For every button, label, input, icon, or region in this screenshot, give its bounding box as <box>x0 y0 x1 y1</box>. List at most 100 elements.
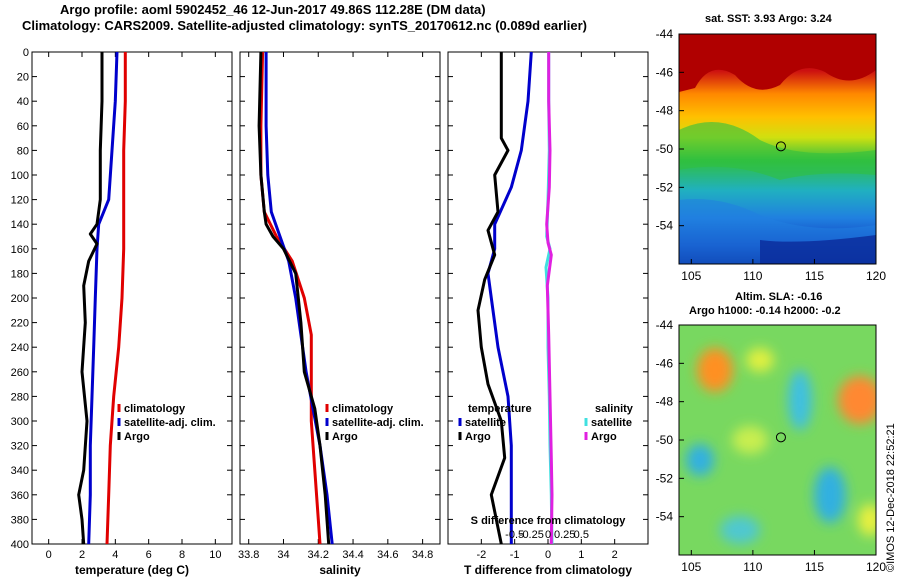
depth-tick-label: 400 <box>11 539 29 551</box>
map-x-tick-label: 105 <box>681 269 701 283</box>
depth-tick-label: 300 <box>11 416 29 428</box>
x-axis-label: temperature (deg C) <box>75 563 189 577</box>
sla-title: Altim. SLA: -0.16 <box>735 291 823 303</box>
map-x-tick-label: 110 <box>743 560 762 574</box>
depth-tick-label: 220 <box>11 318 29 330</box>
depth-tick-label: 280 <box>11 391 29 403</box>
map-y-tick-label: -50 <box>656 433 674 447</box>
x-tick-label: 34.6 <box>377 549 398 561</box>
series-line-argo <box>257 51 331 545</box>
depth-tick-label: 180 <box>11 268 29 280</box>
series-line-satellite-adj-clim- <box>87 51 119 545</box>
figure-title-line2: Climatology: CARS2009. Satellite-adjuste… <box>22 18 587 33</box>
depth-tick-label: 40 <box>17 96 29 108</box>
map-x-tick-label: 120 <box>866 560 886 574</box>
map-x-tick-label: 115 <box>805 269 824 283</box>
map-y-tick-label: -54 <box>656 510 674 524</box>
depth-tick-label: 320 <box>11 441 29 453</box>
x-tick-label: 2 <box>79 549 85 561</box>
depth-tick-label: 100 <box>11 170 29 182</box>
x-tick-label: 0 <box>545 549 551 561</box>
depth-tick-label: 260 <box>11 367 29 379</box>
panel-temperature: 0204060801001201401601802002202402602803… <box>11 47 233 577</box>
map-y-tick-label: -46 <box>656 65 674 79</box>
depth-tick-label: 120 <box>11 195 29 207</box>
sst-title: sat. SST: 3.93 Argo: 3.24 <box>705 13 832 25</box>
map-y-tick-label: -46 <box>656 356 674 370</box>
panel-salinity: 33.8 34 34.2 34.4 34.6 34.8 salinity climatolog… <box>238 51 441 577</box>
x-tick-label: 33.8 <box>238 549 259 561</box>
series-line-climatology <box>105 52 127 545</box>
sla-subtitle: Argo h1000: -0.14 h2000: -0.2 <box>689 305 841 317</box>
map-y-tick-label: -52 <box>656 471 674 485</box>
map-y-tick-label: -50 <box>656 142 674 156</box>
x-tick-label: 2 <box>612 549 618 561</box>
legend-label: satellite <box>465 417 506 429</box>
series-line-climatology <box>259 51 322 545</box>
x-tick-label: 6 <box>146 549 152 561</box>
x-tick-label: 34.2 <box>308 549 329 561</box>
legend-label: climatology <box>124 403 186 415</box>
depth-tick-label: 240 <box>11 342 29 354</box>
legend-label: satellite-adj. clim. <box>124 417 216 429</box>
argo-position-marker <box>775 141 786 152</box>
x-tick-label: 10 <box>209 549 221 561</box>
x-axis-label: T difference from climatology <box>464 563 632 577</box>
series-line-s-argo <box>545 52 554 545</box>
plot-frame <box>31 51 233 545</box>
top-axis-label: S difference from climatology <box>471 515 627 527</box>
top-tick-label: 0.5 <box>574 529 589 541</box>
x-tick-label: -2 <box>476 549 486 561</box>
map-x-tick-label: 105 <box>681 560 701 574</box>
depth-tick-label: 380 <box>11 514 29 526</box>
depth-tick-label: 160 <box>11 244 29 256</box>
series-line-argo <box>77 52 104 545</box>
series-line-t-satellite <box>486 51 533 544</box>
svg-text:©IMOS 12-Dec-2018 22:52:21: ©IMOS 12-Dec-2018 22:52:21 <box>885 423 897 572</box>
map-y-tick-label: -54 <box>656 219 674 233</box>
legend-label: satellite <box>591 417 632 429</box>
top-tick-label: 0.25 <box>554 529 575 541</box>
depth-tick-label: 20 <box>17 72 29 84</box>
map-y-tick-label: -52 <box>656 180 674 194</box>
argo-position-marker <box>775 432 786 443</box>
legend-label: Argo <box>332 431 358 443</box>
map-x-tick-label: 120 <box>866 269 886 283</box>
x-tick-label: -1 <box>510 549 520 561</box>
series-line-t-argo <box>476 52 510 545</box>
map-sla_map: 105 110 115 120 -44 -46 -48 -50 -52 -54 <box>656 318 887 574</box>
map-y-tick-label: -44 <box>656 27 674 41</box>
x-tick-label: 34 <box>277 549 289 561</box>
top-tick-label: 0 <box>545 529 551 541</box>
depth-tick-label: 80 <box>17 145 29 157</box>
depth-tick-label: 360 <box>11 490 29 502</box>
x-axis-label: salinity <box>319 563 361 577</box>
x-tick-label: 1 <box>578 549 584 561</box>
legend-label: climatology <box>332 403 394 415</box>
depth-tick-label: 200 <box>11 293 29 305</box>
depth-tick-label: 60 <box>17 121 29 133</box>
legend-label: satellite-adj. clim. <box>332 417 424 429</box>
depth-tick-label: 140 <box>11 219 29 231</box>
x-tick-label: 0 <box>46 549 52 561</box>
top-tick-label: -0.5 <box>505 529 524 541</box>
map-x-tick-label: 110 <box>743 269 762 283</box>
map-y-tick-label: -48 <box>656 395 674 409</box>
legend-label: Argo <box>591 431 617 443</box>
depth-tick-label: 0 <box>23 47 29 59</box>
x-tick-label: 34.4 <box>342 549 363 561</box>
x-tick-label: 4 <box>112 549 118 561</box>
map-y-tick-label: -44 <box>656 318 674 332</box>
map-y-tick-label: -48 <box>656 104 674 118</box>
sla-map-image <box>679 325 876 555</box>
top-tick-label: -0.25 <box>519 529 544 541</box>
plot-frame <box>239 51 441 545</box>
x-tick-label: 8 <box>179 549 185 561</box>
imos-credit: ©IMOS 12-Dec-2018 22:52:21 <box>885 423 897 572</box>
legend-title-temperature: temperature <box>468 403 532 415</box>
x-tick-label: 34.8 <box>412 549 433 561</box>
legend-label: Argo <box>465 431 491 443</box>
map-x-tick-label: 115 <box>805 560 824 574</box>
legend-label: Argo <box>124 431 150 443</box>
